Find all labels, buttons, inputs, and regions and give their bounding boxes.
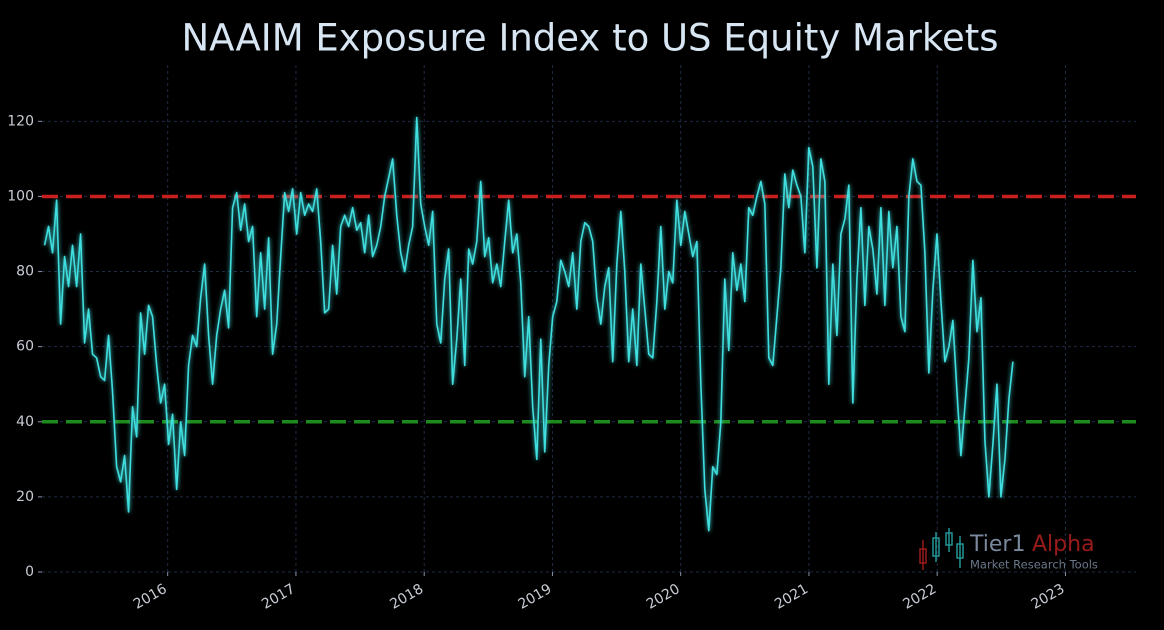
y-tick-label: 80 [16, 264, 34, 280]
watermark: Tier1 Alpha Market Research Tools [919, 528, 1098, 572]
y-tick-label: 60 [16, 339, 34, 355]
watermark-accent: Alpha [1032, 532, 1095, 557]
logo-candle [956, 543, 964, 559]
y-tick-label: 120 [7, 113, 34, 129]
watermark-name: Tier1 [969, 532, 1025, 557]
logo-candle [945, 532, 953, 546]
logo-candle [932, 537, 940, 557]
y-tick-label: 0 [25, 564, 34, 580]
chart-title: NAAIM Exposure Index to US Equity Market… [181, 17, 998, 60]
watermark-tagline: Market Research Tools [970, 558, 1098, 572]
reference-lines [42, 194, 1136, 424]
y-tick-label: 40 [16, 414, 34, 430]
series-line [43, 116, 1014, 532]
y-tick-label: 20 [16, 489, 34, 505]
y-tick-label: 100 [7, 188, 34, 204]
plot [43, 116, 1014, 532]
logo-candle [919, 548, 927, 564]
